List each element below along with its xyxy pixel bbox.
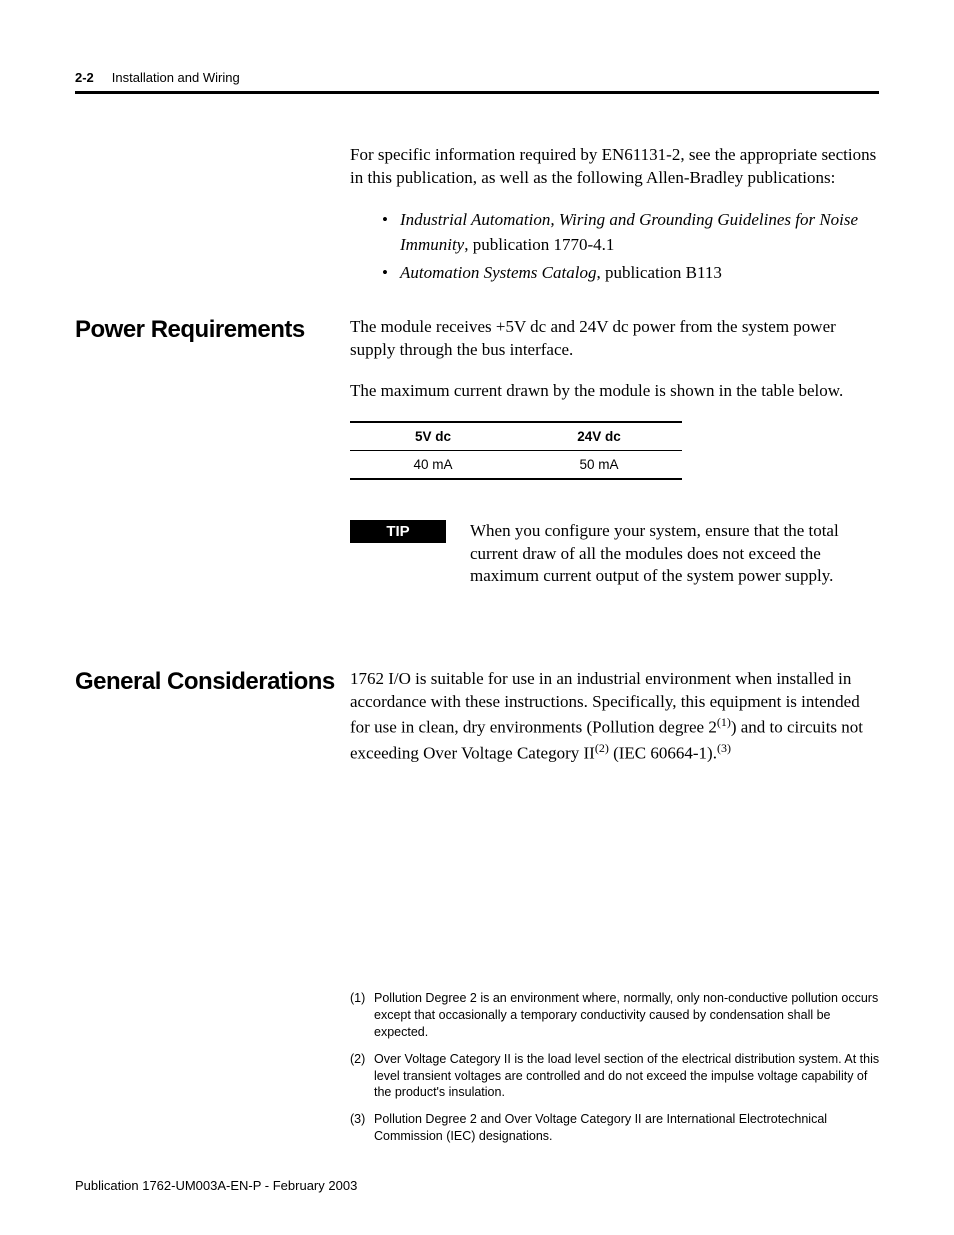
power-heading: Power Requirements [75, 316, 350, 344]
bullet-plain: , publication 1770-4.1 [464, 235, 614, 254]
footnote-2: (2) Over Voltage Category II is the load… [350, 1051, 880, 1102]
footnote-3: (3) Pollution Degree 2 and Over Voltage … [350, 1111, 880, 1145]
fn1-num: (1) [350, 990, 374, 1041]
footnote-1: (1) Pollution Degree 2 is an environment… [350, 990, 880, 1041]
power-p2: The maximum current drawn by the module … [350, 380, 879, 403]
general-paragraph: 1762 I/O is suitable for use in an indus… [350, 668, 879, 765]
general-body: 1762 I/O is suitable for use in an indus… [350, 668, 879, 783]
publication-footer: Publication 1762-UM003A-EN-P - February … [75, 1178, 357, 1193]
sup3: (3) [717, 741, 731, 755]
col2-value: 50 mA [516, 450, 682, 479]
bullet-plain: , publication B113 [596, 263, 721, 282]
col1-header: 5V dc [350, 422, 516, 451]
tip-text: When you configure your system, ensure t… [470, 520, 879, 589]
chapter-title: Installation and Wiring [112, 70, 240, 85]
page-number: 2-2 [75, 70, 94, 85]
intro-bullets: Industrial Automation, Wiring and Ground… [382, 208, 880, 286]
power-table: 5V dc 24V dc 40 mA 50 mA [350, 421, 682, 480]
tip-block: TIP When you configure your system, ensu… [350, 520, 879, 589]
intro-paragraph: For specific information required by EN6… [350, 144, 880, 190]
header-rule [75, 91, 879, 94]
power-p1: The module receives +5V dc and 24V dc po… [350, 316, 879, 362]
footnotes: (1) Pollution Degree 2 is an environment… [350, 990, 880, 1155]
sup2: (2) [595, 741, 609, 755]
col1-value: 40 mA [350, 450, 516, 479]
page-header: 2-2 Installation and Wiring [75, 70, 879, 85]
fn2-text: Over Voltage Category II is the load lev… [374, 1051, 880, 1102]
fn3-text: Pollution Degree 2 and Over Voltage Cate… [374, 1111, 880, 1145]
fn3-num: (3) [350, 1111, 374, 1145]
list-item: Industrial Automation, Wiring and Ground… [382, 208, 880, 257]
fn2-num: (2) [350, 1051, 374, 1102]
bullet-italic: Automation Systems Catalog [400, 263, 596, 282]
table-header-row: 5V dc 24V dc [350, 422, 682, 451]
gp-c: (IEC 60664-1). [609, 744, 717, 763]
power-section: Power Requirements The module receives +… [75, 316, 879, 619]
col2-header: 24V dc [516, 422, 682, 451]
tip-badge: TIP [350, 520, 446, 543]
intro-block: For specific information required by EN6… [350, 144, 880, 286]
table-row: 40 mA 50 mA [350, 450, 682, 479]
fn1-text: Pollution Degree 2 is an environment whe… [374, 990, 880, 1041]
general-section: General Considerations 1762 I/O is suita… [75, 668, 879, 783]
list-item: Automation Systems Catalog, publication … [382, 261, 880, 286]
power-body: The module receives +5V dc and 24V dc po… [350, 316, 879, 619]
general-heading: General Considerations [75, 668, 350, 696]
sup1: (1) [717, 715, 731, 729]
